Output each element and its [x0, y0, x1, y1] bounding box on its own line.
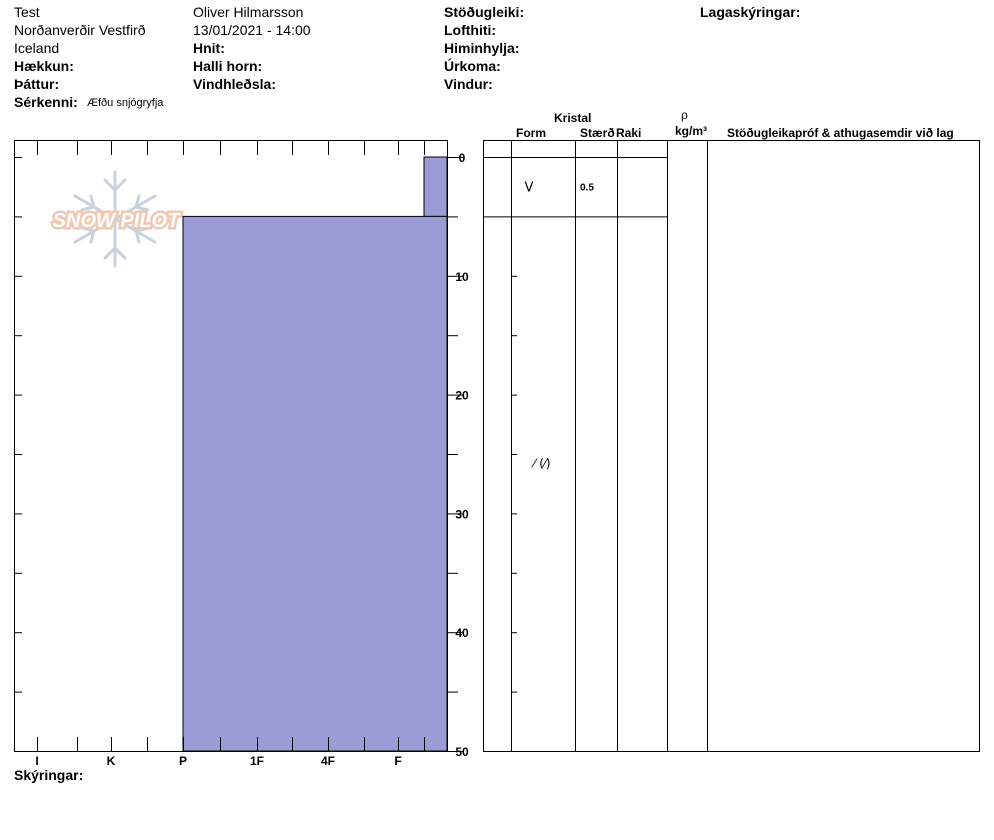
location-name: Test	[14, 4, 40, 20]
hardness-label: 4F	[321, 754, 335, 768]
label-serkenni: Sérkenni:	[14, 94, 78, 110]
location-region: Norðanverðir Vestfirð	[14, 22, 146, 38]
hardness-label: P	[179, 754, 187, 768]
depth-label: 10	[455, 270, 469, 284]
grain-form-1: ⁄ (⁄)	[530, 456, 550, 470]
layer-bar-1	[182, 215, 448, 752]
depth-label: 40	[455, 626, 469, 640]
label-halli: Halli horn:	[193, 58, 263, 74]
hardness-label: I	[35, 754, 38, 768]
depth-label: 0	[459, 151, 466, 165]
hardness-label: K	[107, 754, 116, 768]
snowpilot-watermark: SNOW PILOT	[53, 210, 181, 232]
depth-label: 50	[455, 745, 469, 759]
hardness-label: F	[394, 754, 401, 768]
label-thattur: Þáttur:	[14, 76, 60, 92]
label-hnit: Hnit:	[193, 40, 225, 56]
label-lagaskyringar: Lagaskýringar:	[700, 4, 801, 20]
header-density-unit: kg/m³	[675, 124, 708, 138]
observer-name: Oliver Hilmarsson	[193, 4, 304, 20]
label-himinhylja: Himinhylja:	[444, 40, 520, 56]
header-kristal: Kristal	[554, 111, 592, 125]
label-vindur: Vindur:	[444, 76, 493, 92]
header-raki: Raki	[616, 126, 642, 140]
header-stability: Stöðugleikapróf & athugasemdir við lag	[727, 126, 954, 140]
hardness-label: 1F	[250, 754, 264, 768]
grain-form-0: V	[525, 181, 534, 196]
depth-label: 20	[455, 389, 469, 403]
observation-date: 13/01/2021 - 14:00	[193, 22, 311, 38]
label-stodugleiki: Stöðugleiki:	[444, 4, 525, 20]
label-haekkun: Hækkun:	[14, 58, 74, 74]
snowflake-icon	[73, 170, 157, 268]
location-country: Iceland	[14, 40, 60, 56]
label-lofthiti: Lofthiti:	[444, 22, 497, 38]
header-rho: ρ	[681, 108, 688, 122]
serkenni-value: Æfðu snjógryfja	[87, 97, 164, 109]
header-form: Form	[516, 126, 546, 140]
label-skyringar: Skýringar:	[14, 767, 84, 783]
header-staerd: Stærð	[580, 126, 615, 140]
grain-size-0: 0.5	[580, 183, 594, 194]
depth-label: 30	[455, 507, 469, 521]
layer-bar-0	[423, 156, 448, 217]
label-urkoma: Úrkoma:	[444, 58, 501, 74]
label-vindhledsla: Vindhleðsla:	[193, 76, 276, 92]
